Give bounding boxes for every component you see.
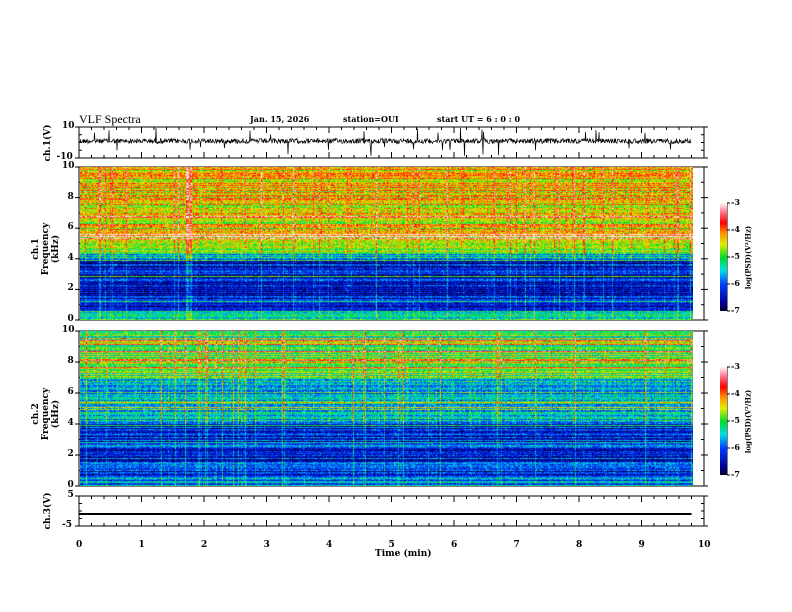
colorbar-tick-label: -3 (731, 361, 740, 371)
colorbar-tick-label: -6 (731, 442, 740, 452)
colorbar-tick-label: -4 (731, 388, 740, 398)
x-tick-label: 6 (451, 540, 458, 550)
x-tick-label: 5 (388, 540, 395, 550)
ch1-colorbar (720, 203, 727, 311)
start-time-label: start UT = 6 : 0 : 0 (437, 114, 521, 124)
x-tick-label: 0 (76, 540, 83, 550)
station-label: station=OUI (343, 114, 399, 124)
y-tick-label: 8 (67, 356, 74, 366)
date-label: Jan. 15, 2026 (250, 114, 310, 124)
y-axis-label-ch2-spectrogram: ch.2 Frequency (kHz) (31, 387, 61, 440)
x-tick-label: 10 (698, 540, 711, 550)
x-tick-label: 3 (263, 540, 270, 550)
figure-title: VLF Spectra (79, 112, 141, 126)
y-axis-label-ch3-waveform: ch.3(V) (43, 492, 53, 530)
colorbar-tick-label: -5 (731, 251, 740, 261)
x-tick-label: 1 (138, 540, 145, 550)
y-tick-label: -10 (56, 152, 73, 162)
colorbar-label: log(PSD)(V²/Hz) (743, 389, 753, 454)
y-tick-label: 5 (67, 490, 74, 500)
y-tick-label: 4 (67, 252, 74, 263)
y-tick-label: 6 (67, 222, 74, 233)
colorbar-tick-label: -5 (731, 415, 740, 425)
colorbar-tick-label: -4 (731, 224, 740, 234)
y-tick-label: 10 (62, 325, 75, 335)
colorbar-tick-label: -6 (731, 278, 740, 288)
y-tick-label: 10 (62, 161, 75, 171)
colorbar-tick-label: -7 (731, 305, 740, 315)
ch2-spectrogram (80, 331, 693, 486)
y-tick-label: -5 (62, 520, 72, 530)
y-tick-label: 8 (67, 191, 74, 202)
y-tick-label: 4 (67, 418, 74, 428)
x-axis-label: Time (min) (375, 549, 432, 559)
x-tick-label: 2 (201, 540, 208, 550)
colorbar-label: log(PSD)(V²/Hz) (743, 225, 753, 290)
y-tick-label: 2 (67, 283, 74, 294)
x-tick-label: 7 (513, 540, 520, 550)
x-tick-label: 8 (576, 540, 583, 550)
x-tick-label: 9 (638, 540, 645, 550)
colorbar-tick-label: -7 (731, 469, 740, 479)
x-tick-label: 4 (326, 540, 333, 550)
y-axis-label-ch1-waveform: ch.1(V) (43, 124, 53, 161)
y-tick-label: 0 (67, 480, 74, 490)
y-tick-label: 0 (67, 314, 74, 324)
y-axis-label-ch1-spectrogram: ch.1 Frequency (kHz) (31, 222, 61, 275)
y-tick-label: 6 (67, 387, 74, 397)
ch1-spectrogram (80, 167, 693, 320)
ch2-colorbar (720, 367, 727, 475)
y-tick-label: 2 (67, 449, 74, 459)
colorbar-tick-label: -3 (731, 197, 740, 207)
y-tick-label: 10 (62, 121, 75, 131)
ch1-waveform-trace (78, 127, 692, 156)
